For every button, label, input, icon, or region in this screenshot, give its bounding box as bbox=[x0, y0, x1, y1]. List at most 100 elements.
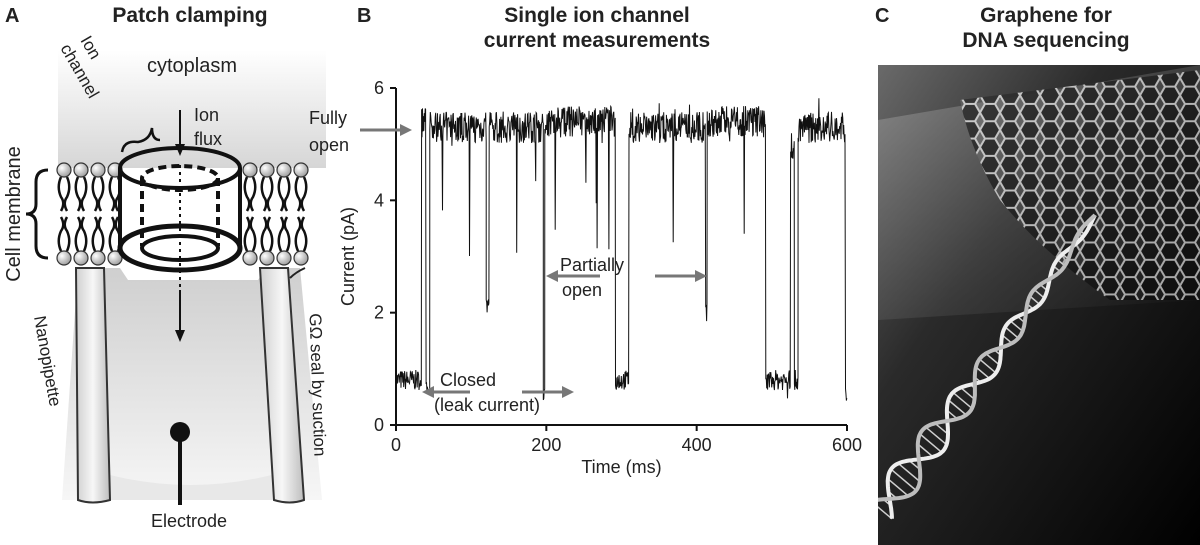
lipid-head bbox=[56, 162, 72, 178]
lipid-tail bbox=[300, 176, 308, 212]
y-tick-label: 4 bbox=[374, 190, 384, 210]
lipid-head bbox=[276, 250, 292, 266]
pipette-wall-right bbox=[258, 267, 306, 504]
electrode-label: Electrode bbox=[151, 511, 227, 531]
ion-channel-brace bbox=[120, 127, 161, 153]
pipette-wall-left bbox=[74, 267, 112, 504]
lipid-head bbox=[107, 250, 123, 266]
dna-base-pair bbox=[925, 426, 948, 446]
lipid-tail bbox=[91, 216, 99, 252]
ion-flux-label-2: flux bbox=[194, 129, 222, 149]
lipid-head bbox=[259, 250, 275, 266]
fully-open-label-1: Fully bbox=[309, 108, 347, 128]
lipid-tail bbox=[283, 176, 291, 212]
nanopipette-label: Nanopipette bbox=[30, 314, 65, 408]
dna-base-pair bbox=[887, 478, 909, 497]
lipid-head bbox=[90, 162, 106, 178]
membrane-right bbox=[242, 162, 309, 266]
closed-arrowhead-left bbox=[422, 386, 434, 398]
ion-flux-arrowhead-top bbox=[175, 144, 185, 156]
x-tick-label: 200 bbox=[531, 435, 561, 455]
electrode-tip bbox=[170, 422, 190, 442]
panel-c-title-2: DNA sequencing bbox=[962, 29, 1129, 52]
dna-helix bbox=[878, 213, 1097, 520]
seal-label: GΩ seal by suction bbox=[306, 313, 330, 457]
lipid-tail bbox=[97, 176, 105, 212]
dna-base-pair bbox=[919, 433, 943, 453]
dna-base-pair bbox=[890, 468, 917, 492]
dna-base-pair bbox=[947, 399, 967, 416]
panel-b-title-1: Single ion channel bbox=[504, 4, 690, 27]
fully-open-label-2: open bbox=[309, 135, 349, 155]
lipid-tail bbox=[243, 216, 251, 252]
ion-flux-label-1: Ion bbox=[194, 105, 219, 125]
lipid-head bbox=[259, 162, 275, 178]
panel-a-letter: A bbox=[5, 5, 19, 27]
y-axis-label: Current (pA) bbox=[338, 207, 358, 306]
current-chart: 0 200 400 600 0 2 4 6 Time (ms) Current (pA) bbox=[338, 78, 862, 477]
lipid-tail bbox=[266, 216, 274, 252]
dna-base-pair bbox=[897, 462, 921, 483]
partially-open-label-1: Partially bbox=[560, 255, 624, 275]
panel-c: C Graphene for DNA sequencing bbox=[875, 4, 1200, 545]
y-tick-label: 2 bbox=[374, 303, 384, 323]
membrane-left bbox=[56, 162, 123, 266]
y-tick-label: 0 bbox=[374, 415, 384, 435]
lipid-tail bbox=[243, 176, 251, 212]
lipid-head bbox=[90, 250, 106, 266]
x-tick-label: 600 bbox=[832, 435, 862, 455]
partially-open-label-2: open bbox=[562, 280, 602, 300]
lipid-head bbox=[293, 162, 309, 178]
lipid-head bbox=[242, 162, 258, 178]
current-trace bbox=[395, 98, 848, 401]
lipid-head bbox=[293, 250, 309, 266]
partially-open-arrowhead-left bbox=[546, 270, 558, 282]
lipid-tail bbox=[249, 176, 257, 212]
dna-base-pair bbox=[960, 387, 975, 400]
dna-base-pair bbox=[952, 391, 973, 409]
lipid-tail bbox=[108, 216, 116, 252]
lipid-tail bbox=[249, 216, 257, 252]
dna-base-pair bbox=[1033, 289, 1045, 299]
lipid-tail bbox=[294, 176, 302, 212]
ion-flux-arrowhead-bottom bbox=[175, 330, 185, 342]
dna-strand bbox=[885, 214, 1097, 519]
seal-arrow bbox=[289, 267, 306, 279]
panel-a: A Patch clamping cytoplasm Electrode Nan… bbox=[3, 4, 329, 531]
fully-open-arrowhead bbox=[400, 124, 412, 136]
lipid-tail bbox=[266, 176, 274, 212]
lipid-tail bbox=[57, 216, 65, 252]
lipid-tail bbox=[300, 216, 308, 252]
panel-b-title-2: current measurements bbox=[484, 29, 710, 52]
closed-label-1: Closed bbox=[440, 370, 496, 390]
lipid-tail bbox=[74, 216, 82, 252]
lipid-tail bbox=[260, 216, 268, 252]
lipid-tail bbox=[80, 216, 88, 252]
dna-base-pair bbox=[917, 443, 934, 458]
membrane-brace bbox=[25, 168, 49, 260]
closed-arrowhead-right bbox=[562, 386, 574, 398]
x-axis-label: Time (ms) bbox=[581, 457, 661, 477]
chart-ticks: 0 200 400 600 0 2 4 6 bbox=[374, 78, 862, 455]
lipid-head bbox=[56, 250, 72, 266]
cell-membrane-label: Cell membrane bbox=[3, 146, 25, 282]
y-tick-label: 6 bbox=[374, 78, 384, 98]
lipid-tail bbox=[97, 216, 105, 252]
dna-base-pair bbox=[878, 506, 893, 520]
dna-base-pair bbox=[1004, 326, 1019, 339]
lipid-tail bbox=[277, 176, 285, 212]
lipid-head bbox=[276, 162, 292, 178]
dna-base-pair bbox=[934, 422, 949, 435]
panel-b: B Single ion channel current measurement… bbox=[309, 4, 862, 477]
pipette-solution bbox=[86, 470, 300, 500]
chart-axes bbox=[395, 88, 847, 426]
dna-base-pair bbox=[985, 352, 1000, 366]
panel-c-letter: C bbox=[875, 5, 889, 27]
lipid-tail bbox=[108, 176, 116, 212]
panel-c-title-1: Graphene for bbox=[980, 4, 1112, 27]
lipid-tail bbox=[63, 216, 71, 252]
graphene-lattice-shade bbox=[960, 70, 1200, 300]
closed-label-2: (leak current) bbox=[434, 395, 540, 415]
dna-base-pair bbox=[1029, 295, 1041, 305]
